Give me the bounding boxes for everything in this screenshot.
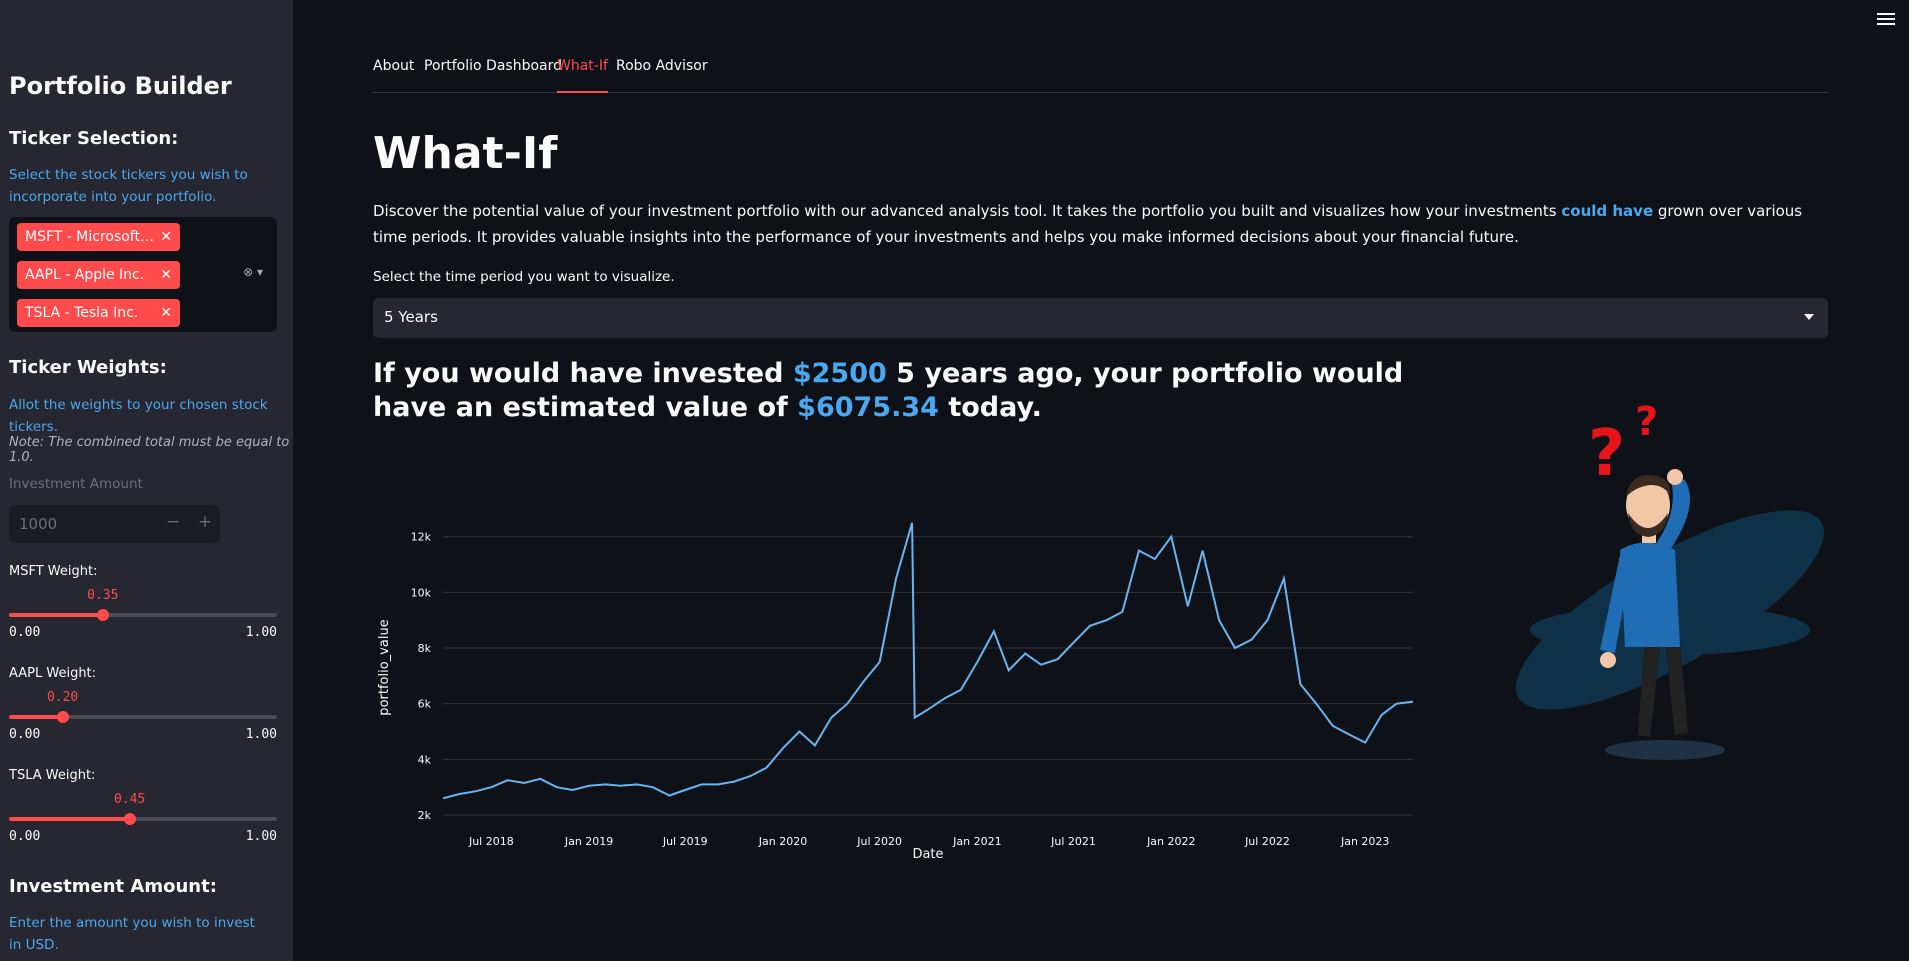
tab-bar: About Portfolio Dashboard What-If Robo A… <box>373 58 1828 93</box>
slider-thumb[interactable] <box>56 711 69 723</box>
y-axis-label: portfolio_value <box>377 619 392 715</box>
question-mark-icon: ? <box>1635 399 1658 445</box>
slider-value: 0.45 <box>113 792 146 807</box>
x-tick-label: Jan 2022 <box>1146 835 1195 848</box>
menu-icon[interactable] <box>1877 13 1895 27</box>
ticker-tag-aapl[interactable]: AAPL - Apple Inc. ✕ <box>17 261 180 289</box>
page-title: What-If <box>373 128 558 179</box>
result-text-2: 5 years ago, your portfolio would have a… <box>373 358 1404 423</box>
invested-amount: $2500 <box>792 358 887 389</box>
desc-text-1: Discover the potential value of your inv… <box>373 202 1562 220</box>
ticker-tag-msft[interactable]: MSFT - Microsoft Corporation ✕ <box>17 223 180 251</box>
desc-highlight: could have <box>1561 202 1654 220</box>
tsla-weight-slider[interactable]: 0.45 0.00 1.00 <box>9 792 277 858</box>
sidebar-title: Portfolio Builder <box>9 72 232 100</box>
x-tick-label: Jan 2019 <box>564 835 613 848</box>
x-tick-label: Jul 2019 <box>662 835 708 848</box>
slider-min: 0.00 <box>9 727 41 742</box>
remove-tag-icon[interactable]: ✕ <box>160 267 172 283</box>
question-mark-icon: ? <box>1588 417 1625 491</box>
y-tick-label: 12k <box>411 531 432 544</box>
ticker-selection-heading: Ticker Selection: <box>9 128 179 149</box>
ticker-weights-info: Allot the weights to your chosen stock t… <box>9 397 268 435</box>
slider-fill <box>9 613 103 617</box>
y-tick-label: 4k <box>418 753 432 766</box>
slider-value: 0.35 <box>87 588 119 603</box>
person-figure <box>1600 469 1690 737</box>
ticker-tag-label: AAPL - Apple Inc. <box>25 267 145 283</box>
remove-tag-icon[interactable]: ✕ <box>160 305 172 321</box>
slider-max: 1.00 <box>245 829 277 844</box>
remove-tag-icon[interactable]: ✕ <box>160 229 172 245</box>
tab-robo-advisor[interactable]: Robo Advisor <box>616 58 708 74</box>
ticker-tag-tsla[interactable]: TSLA - Tesla Inc. ✕ <box>17 299 180 327</box>
investment-amount-input[interactable]: 1000 − + <box>9 505 220 543</box>
sidebar: Portfolio Builder Ticker Selection: Sele… <box>0 0 293 961</box>
time-period-value: 5 Years <box>384 308 438 326</box>
estimated-value: $6075.34 <box>797 392 939 423</box>
investment-amount-info: Enter the amount you wish to invest in U… <box>9 915 255 953</box>
ticker-weights-heading: Ticker Weights: <box>9 357 167 378</box>
slider-fill <box>9 817 130 821</box>
investment-amount-heading: Investment Amount: <box>9 876 217 897</box>
slider-min: 0.00 <box>9 829 41 844</box>
page-description: Discover the potential value of your inv… <box>373 198 1828 250</box>
time-period-label: Select the time period you want to visua… <box>373 269 675 285</box>
series-line <box>442 522 1413 800</box>
chevron-down-icon[interactable]: ▾ <box>256 265 263 279</box>
slider-max: 1.00 <box>245 727 277 742</box>
y-tick-label: 8k <box>418 642 432 655</box>
x-tick-label: Jan 2021 <box>952 835 1001 848</box>
slider-thumb[interactable] <box>96 609 109 621</box>
tab-what-if[interactable]: What-If <box>557 58 608 93</box>
tab-portfolio-dashboard[interactable]: Portfolio Dashboard <box>424 58 562 74</box>
y-tick-label: 2k <box>418 809 432 822</box>
weights-note: Note: The combined total must be equal t… <box>9 435 290 465</box>
slider-fill <box>9 715 63 719</box>
portfolio-value-chart[interactable]: 2k 4k 6k 8k 10k 12k Jul 2018 Jan 2019 Jul 2019 Ja… <box>373 510 1413 865</box>
ticker-selection-info: Select the stock tickers you wish to inc… <box>9 167 248 205</box>
investment-amount-label: Investment Amount <box>9 476 143 492</box>
x-tick-label: Jan 2023 <box>1340 835 1389 848</box>
x-tick-label: Jul 2021 <box>1050 835 1096 848</box>
msft-weight-label: MSFT Weight: <box>9 564 98 579</box>
ticker-multiselect[interactable]: MSFT - Microsoft Corporation ✕ AAPL - App… <box>9 217 277 332</box>
result-statement: If you would have invested $2500 5 years… <box>373 357 1413 425</box>
result-text-3: today. <box>938 392 1042 423</box>
slider-thumb[interactable] <box>123 813 136 825</box>
increment-button[interactable]: + <box>198 512 213 532</box>
investment-amount-value: 1000 <box>19 515 58 533</box>
y-tick-label: 6k <box>418 698 432 711</box>
ticker-tag-label: MSFT - Microsoft Corporation <box>25 229 155 245</box>
aapl-weight-slider[interactable]: 0.20 0.00 1.00 <box>9 690 277 756</box>
clear-all-icon[interactable]: ⊗ <box>243 265 254 279</box>
decrement-button[interactable]: − <box>166 512 181 532</box>
tsla-weight-label: TSLA Weight: <box>9 768 96 783</box>
time-period-select[interactable]: 5 Years <box>373 298 1828 338</box>
tab-about[interactable]: About <box>373 58 415 74</box>
chevron-down-icon <box>1804 314 1814 320</box>
y-tick-label: 10k <box>411 586 432 599</box>
msft-weight-slider[interactable]: 0.35 0.00 1.00 <box>9 588 277 654</box>
slider-max: 1.00 <box>245 625 277 640</box>
ticker-tag-label: TSLA - Tesla Inc. <box>25 305 139 321</box>
slider-value: 0.20 <box>46 690 79 705</box>
shadow-shape <box>1605 740 1725 760</box>
x-tick-label: Jul 2018 <box>468 835 514 848</box>
x-axis-label: Date <box>912 847 943 862</box>
slider-min: 0.00 <box>9 625 41 640</box>
desc-text-2: grown over various time periods. It prov… <box>373 202 1803 246</box>
x-tick-label: Jul 2022 <box>1244 835 1290 848</box>
aapl-weight-label: AAPL Weight: <box>9 666 97 681</box>
x-tick-label: Jul 2020 <box>856 835 902 848</box>
confused-man-illustration: ? ? <box>1515 399 1825 760</box>
result-text-1: If you would have invested <box>373 358 793 389</box>
x-tick-label: Jan 2020 <box>758 835 807 848</box>
